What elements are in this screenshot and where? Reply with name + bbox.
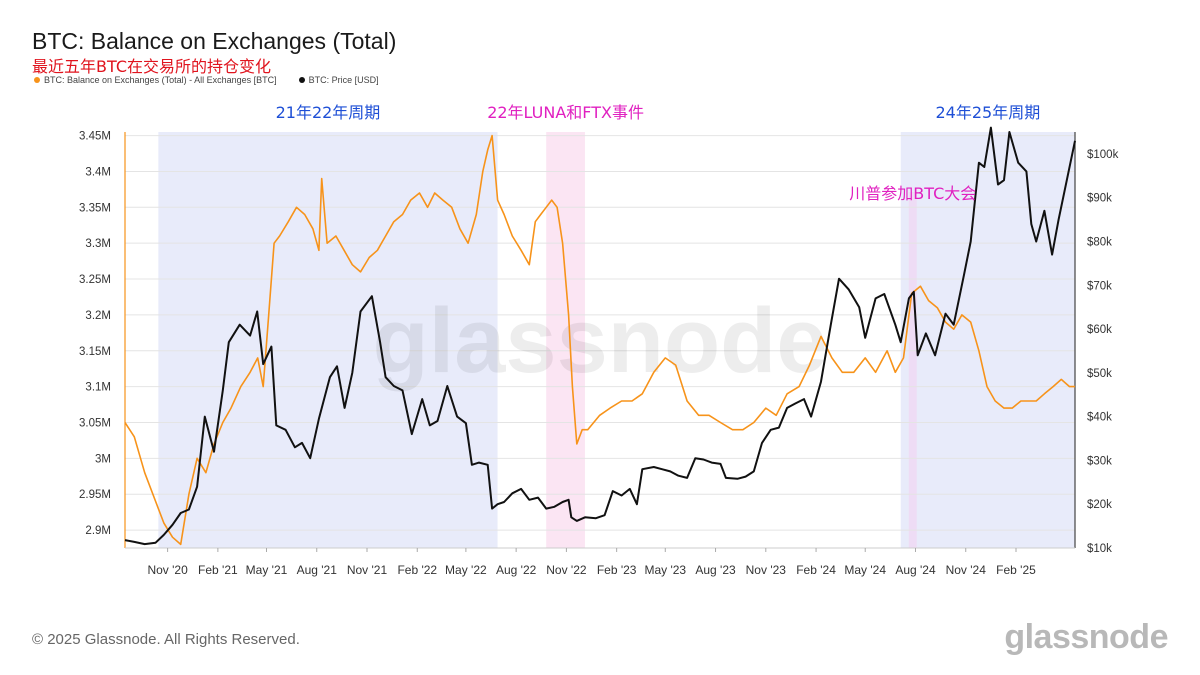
y-left-tick-9: 3.35M <box>79 202 111 214</box>
y-left-tick-3: 3.05M <box>79 417 111 429</box>
y-left-tick-1: 2.95M <box>79 489 111 501</box>
x-tick-1: Feb '21 <box>198 563 238 577</box>
x-tick-5: Feb '22 <box>397 563 437 577</box>
y-right-tick-8: $90k <box>1087 193 1112 205</box>
y-right-tick-2: $30k <box>1087 455 1112 467</box>
legend: BTC: Balance on Exchanges (Total) - All … <box>34 75 379 85</box>
y-left-tick-2: 3M <box>95 453 111 465</box>
y-right-tick-7: $80k <box>1087 236 1112 248</box>
y-right-tick-9: $100k <box>1087 149 1119 161</box>
chart-subtitle: 最近五年BTC在交易所的持仓变化 <box>32 57 271 76</box>
x-tick-7: Aug '22 <box>496 563 537 577</box>
y-right-tick-5: $60k <box>1087 324 1112 336</box>
x-tick-2: May '21 <box>246 563 288 577</box>
y-left-tick-6: 3.2M <box>85 310 111 322</box>
y-left-tick-0: 2.9M <box>85 525 111 537</box>
region-label-1: 22年LUNA和FTX事件 <box>487 103 644 122</box>
shaded-region-2 <box>900 132 1075 548</box>
x-tick-0: Nov '20 <box>147 563 188 577</box>
legend-label-price: BTC: Price [USD] <box>308 75 379 85</box>
chart-title: BTC: Balance on Exchanges (Total) <box>32 28 397 54</box>
legend-item-price[interactable]: BTC: Price [USD] <box>298 75 379 85</box>
series-line-price <box>124 126 1076 546</box>
x-tick-12: Nov '23 <box>746 563 787 577</box>
region-label-0: 21年22年周期 <box>276 103 381 122</box>
x-tick-3: Aug '21 <box>297 563 338 577</box>
x-tick-9: Feb '23 <box>597 563 637 577</box>
x-tick-16: Nov '24 <box>946 563 987 577</box>
y-right-tick-0: $10k <box>1087 543 1112 555</box>
y-left-tick-11: 3.45M <box>79 131 111 143</box>
marker-band-0 <box>908 192 917 548</box>
shaded-region-0 <box>158 132 498 548</box>
marker-label-0: 川普参加BTC大会 <box>849 184 976 203</box>
y-left-tick-4: 3.1M <box>85 382 111 394</box>
x-tick-13: Feb '24 <box>796 563 836 577</box>
region-label-2: 24年25年周期 <box>935 103 1040 122</box>
x-tick-8: Nov '22 <box>546 563 587 577</box>
x-tick-14: May '24 <box>844 563 886 577</box>
legend-swatch-balance <box>34 77 40 83</box>
y-left-tick-5: 3.15M <box>79 346 111 358</box>
series-line-balance <box>124 134 1075 546</box>
x-tick-10: May '23 <box>644 563 686 577</box>
y-left-tick-7: 3.25M <box>79 274 111 286</box>
glassnode-logo: glassnode <box>1004 618 1168 656</box>
copyright-text: © 2025 Glassnode. All Rights Reserved. <box>32 631 300 648</box>
watermark-text: glassnode <box>372 290 827 392</box>
x-tick-11: Aug '23 <box>695 563 736 577</box>
legend-swatch-price <box>298 77 305 83</box>
x-tick-15: Aug '24 <box>895 563 936 577</box>
x-tick-4: Nov '21 <box>347 563 388 577</box>
y-right-tick-6: $70k <box>1087 280 1112 292</box>
legend-item-balance[interactable]: BTC: Balance on Exchanges (Total) - All … <box>34 75 277 85</box>
x-tick-6: May '22 <box>445 563 487 577</box>
y-right-tick-4: $50k <box>1087 368 1112 380</box>
y-left-tick-10: 3.4M <box>85 166 111 178</box>
x-tick-17: Feb '25 <box>996 563 1036 577</box>
y-left-tick-8: 3.3M <box>85 238 111 250</box>
y-right-tick-1: $20k <box>1087 499 1112 511</box>
y-right-tick-3: $40k <box>1087 412 1112 424</box>
legend-label-balance: BTC: Balance on Exchanges (Total) - All … <box>44 75 277 85</box>
